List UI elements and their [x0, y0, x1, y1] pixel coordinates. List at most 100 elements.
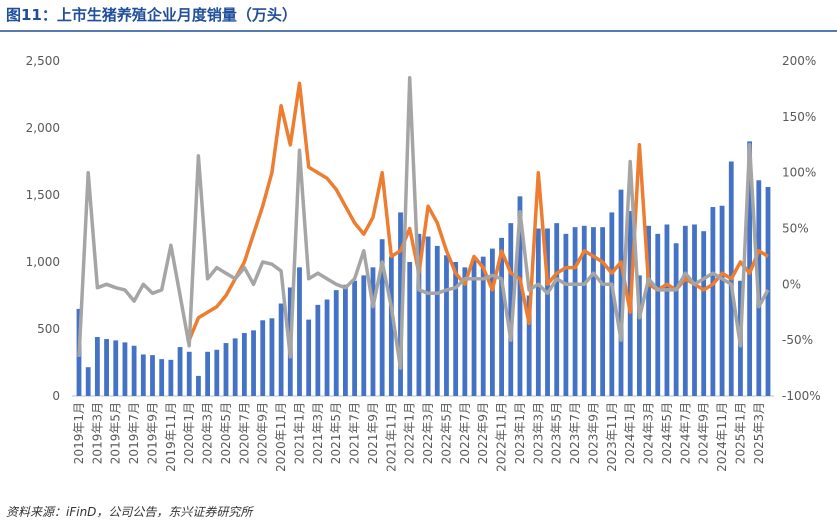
bar	[692, 224, 697, 396]
bar	[719, 205, 725, 396]
bar	[462, 267, 468, 396]
y-tick-label: 2,500	[26, 54, 60, 68]
x-tick-label: 2024年5月	[660, 402, 674, 464]
x-tick-label: 2023年11月	[605, 402, 619, 472]
bar	[535, 228, 541, 396]
y-tick-label: 2,000	[26, 121, 60, 135]
bar	[453, 262, 459, 396]
x-tick-label: 2023年1月	[513, 402, 527, 464]
bar	[701, 231, 707, 396]
bar	[159, 359, 165, 396]
bar	[563, 233, 569, 396]
bar	[196, 375, 201, 396]
x-tick-label: 2021年3月	[311, 402, 325, 464]
line-series	[187, 81, 769, 341]
x-tick-label: 2024年11月	[715, 402, 729, 472]
bar	[214, 349, 220, 396]
bar	[343, 284, 348, 396]
line-series	[77, 76, 770, 370]
bar	[609, 212, 615, 396]
x-tick-label: 2019年1月	[72, 402, 86, 464]
x-tick-label: 2020年11月	[274, 402, 288, 472]
bar	[554, 223, 560, 396]
bar	[94, 337, 100, 396]
x-tick-label: 2024年7月	[678, 402, 692, 464]
bar	[260, 320, 266, 396]
bar	[113, 340, 119, 396]
x-tick-label: 2020年9月	[256, 402, 270, 464]
bar	[186, 351, 192, 396]
bar	[407, 262, 413, 396]
x-tick-label: 2025年3月	[752, 402, 766, 464]
bar	[646, 225, 651, 396]
bar	[370, 267, 376, 396]
bar	[379, 239, 385, 396]
x-tick-label: 2025年1月	[733, 402, 747, 464]
bar	[471, 257, 477, 396]
y-tick-label: 500	[37, 322, 60, 336]
y2-tick-label: 150%	[782, 110, 816, 124]
x-tick-label: 2019年5月	[109, 402, 123, 464]
bar	[352, 280, 357, 396]
x-tick-label: 2022年9月	[476, 402, 490, 464]
bar	[85, 367, 91, 396]
x-tick-label: 2021年1月	[292, 402, 306, 464]
bar	[444, 255, 449, 396]
x-tick-label: 2024年1月	[623, 402, 637, 464]
x-tick-label: 2022年7月	[458, 402, 472, 464]
bar	[140, 354, 146, 396]
bar	[131, 345, 137, 396]
bar	[168, 359, 174, 396]
bar	[297, 267, 302, 396]
x-tick-label: 2021年5月	[329, 402, 343, 464]
x-tick-label: 2022年3月	[421, 402, 435, 464]
x-tick-label: 2020年5月	[219, 402, 233, 464]
bar	[636, 275, 642, 396]
bar	[398, 212, 403, 396]
bar	[682, 225, 688, 396]
y2-tick-label: -50%	[782, 333, 813, 347]
bar	[241, 333, 247, 396]
bar	[499, 237, 504, 396]
bar	[150, 355, 155, 396]
bar	[572, 227, 578, 396]
bar	[251, 330, 256, 396]
bar	[710, 207, 716, 396]
x-tick-label: 2021年7月	[348, 402, 362, 464]
bar	[664, 224, 670, 396]
bar	[388, 256, 394, 396]
x-tick-label: 2022年11月	[495, 402, 509, 472]
bar	[526, 295, 532, 396]
bar	[480, 256, 486, 396]
bar	[591, 227, 596, 396]
y2-tick-label: -100%	[782, 389, 821, 403]
y-tick-label: 0	[52, 389, 60, 403]
x-tick-label: 2019年7月	[127, 402, 141, 464]
bar	[324, 299, 330, 396]
x-tick-label: 2022年1月	[403, 402, 417, 464]
bar	[618, 189, 624, 396]
bar	[517, 196, 523, 396]
bar	[278, 303, 284, 396]
x-tick-label: 2022年5月	[439, 402, 453, 464]
bar	[673, 243, 679, 396]
x-tick-label: 2023年5月	[550, 402, 564, 464]
x-tick-label: 2021年9月	[366, 402, 380, 464]
bar	[177, 347, 183, 396]
y2-tick-label: 100%	[782, 166, 816, 180]
bar	[655, 233, 661, 396]
bar	[269, 318, 275, 396]
y-tick-label: 1,000	[26, 255, 60, 269]
bar	[425, 236, 431, 396]
x-tick-label: 2023年3月	[531, 402, 545, 464]
bar	[545, 228, 550, 396]
bar	[122, 342, 128, 396]
x-tick-label: 2020年3月	[201, 402, 215, 464]
x-tick-label: 2019年11月	[164, 402, 178, 472]
y2-tick-label: 50%	[782, 222, 809, 236]
x-tick-label: 2020年7月	[237, 402, 251, 464]
bar	[232, 338, 238, 396]
x-tick-label: 2020年1月	[182, 402, 196, 464]
source-note: 资料来源：iFinD，公司公告，东兴证券研究所	[6, 505, 254, 519]
bar	[600, 227, 606, 396]
